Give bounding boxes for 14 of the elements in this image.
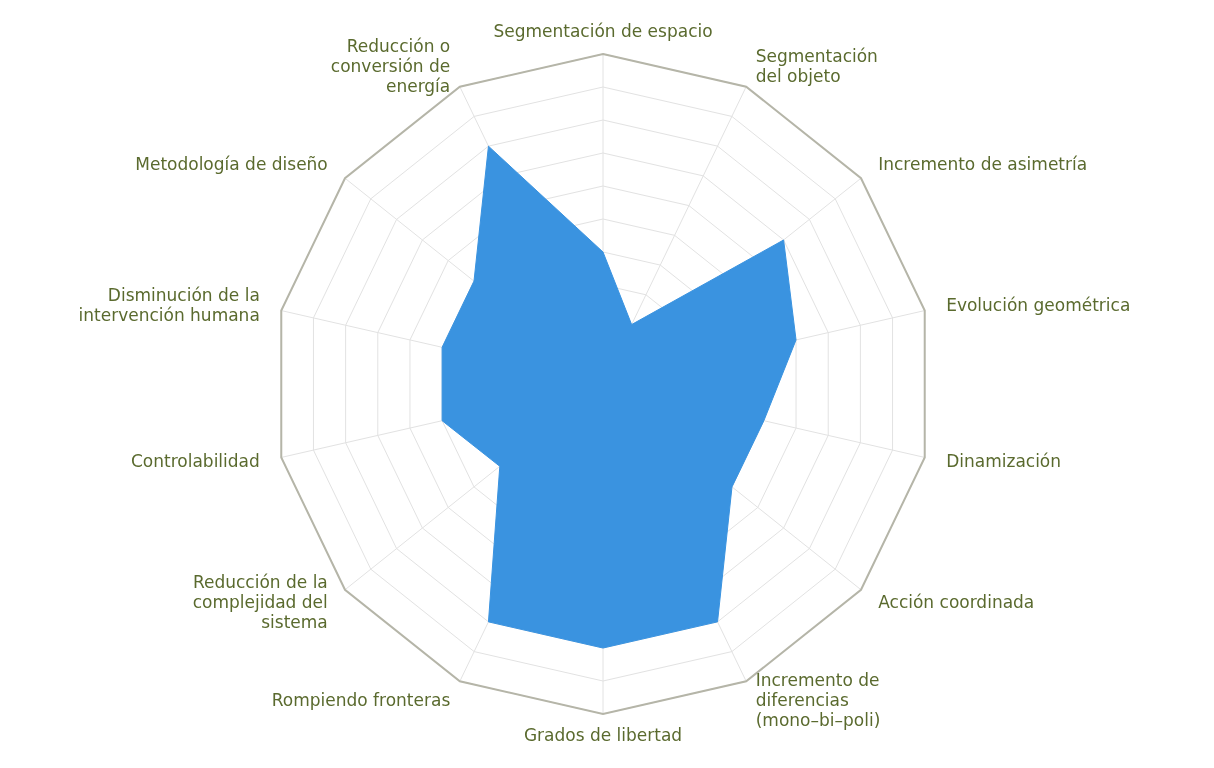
spoke-label: Acción coordinada	[878, 592, 1035, 613]
spoke-label: Dinamización	[946, 451, 1062, 472]
spoke-label: Metodología de diseño	[135, 153, 328, 174]
spoke-label: Evolución geométrica	[946, 294, 1131, 315]
spoke-label: Incremento de diferencias (mono–bi–poli)	[755, 670, 881, 731]
spoke-label: Grados de libertad	[523, 725, 683, 745]
spoke-label: Reducción de la complejidad del sistema	[192, 572, 328, 633]
spoke-label: Disminución de la intervención humana	[78, 284, 260, 325]
spoke-label: Incremento de asimetría	[878, 153, 1088, 174]
spoke-label: Rompiendo fronteras	[271, 690, 451, 711]
spoke-label: Controlabilidad	[131, 451, 260, 472]
spoke-label: Segmentación de espacio	[493, 21, 713, 41]
spoke-label: Reducción o conversión de energía	[330, 35, 451, 96]
spoke-label: Segmentación del objeto	[755, 45, 878, 86]
